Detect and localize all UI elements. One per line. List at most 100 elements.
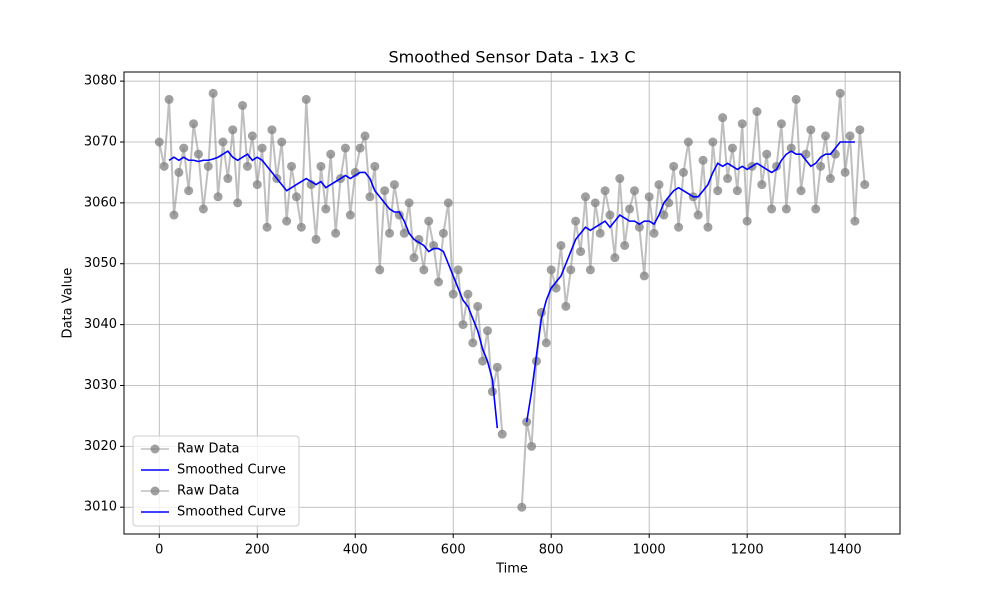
y-tick-label: 3050 bbox=[84, 256, 117, 271]
raw-point bbox=[458, 320, 468, 330]
x-tick-label: 1400 bbox=[829, 543, 862, 558]
raw-point bbox=[154, 137, 164, 147]
raw-point bbox=[840, 167, 850, 177]
legend-marker bbox=[150, 444, 160, 454]
raw-point bbox=[605, 210, 615, 220]
raw-point bbox=[580, 192, 590, 202]
raw-point bbox=[556, 240, 566, 250]
raw-point bbox=[434, 277, 444, 287]
raw-point bbox=[223, 174, 233, 184]
raw-point bbox=[639, 271, 649, 281]
raw-point bbox=[620, 240, 630, 250]
raw-point bbox=[595, 228, 605, 238]
raw-point bbox=[282, 216, 292, 226]
raw-point bbox=[796, 186, 806, 196]
raw-point bbox=[816, 161, 826, 171]
raw-point bbox=[674, 222, 684, 232]
legend-label: Smoothed Curve bbox=[177, 463, 286, 478]
raw-point bbox=[399, 228, 409, 238]
raw-point bbox=[566, 265, 576, 275]
raw-point bbox=[708, 137, 718, 147]
raw-point bbox=[492, 362, 502, 372]
raw-point bbox=[644, 192, 654, 202]
x-tick-label: 1000 bbox=[633, 543, 666, 558]
raw-point bbox=[164, 94, 174, 104]
raw-point bbox=[727, 143, 737, 153]
raw-point bbox=[752, 107, 762, 117]
smoothed-line bbox=[525, 141, 855, 423]
raw-point bbox=[438, 228, 448, 238]
raw-point bbox=[252, 180, 262, 190]
raw-point bbox=[531, 356, 541, 366]
x-axis-label: Time bbox=[495, 562, 528, 577]
raw-point bbox=[576, 247, 586, 257]
raw-point bbox=[184, 186, 194, 196]
raw-point bbox=[316, 161, 326, 171]
raw-point bbox=[463, 289, 473, 299]
raw-point bbox=[277, 137, 287, 147]
raw-point bbox=[179, 143, 189, 153]
raw-point bbox=[174, 167, 184, 177]
raw-point bbox=[355, 143, 365, 153]
raw-point bbox=[326, 149, 336, 159]
raw-point bbox=[698, 155, 708, 165]
raw-point bbox=[693, 210, 703, 220]
raw-point bbox=[541, 338, 551, 348]
raw-point bbox=[767, 204, 777, 214]
chart-title: Smoothed Sensor Data - 1x3 C bbox=[389, 48, 636, 67]
raw-point bbox=[806, 125, 816, 135]
y-tick-label: 3070 bbox=[84, 135, 117, 150]
raw-point bbox=[776, 119, 786, 129]
raw-point bbox=[669, 161, 679, 171]
raw-point bbox=[198, 204, 208, 214]
raw-point bbox=[850, 216, 860, 226]
raw-point bbox=[409, 253, 419, 263]
raw-point bbox=[615, 174, 625, 184]
raw-point bbox=[247, 131, 257, 141]
x-tick-label: 0 bbox=[155, 543, 163, 558]
raw-point bbox=[757, 180, 767, 190]
raw-point bbox=[718, 113, 728, 123]
raw-point bbox=[786, 143, 796, 153]
x-tick-label: 400 bbox=[343, 543, 368, 558]
raw-point bbox=[683, 137, 693, 147]
raw-point bbox=[203, 161, 213, 171]
raw-point bbox=[331, 228, 341, 238]
y-axis-label: Data Value bbox=[61, 268, 76, 339]
y-tick-label: 3040 bbox=[84, 317, 117, 332]
raw-point bbox=[629, 186, 639, 196]
raw-point bbox=[311, 234, 321, 244]
raw-point bbox=[585, 265, 595, 275]
raw-point bbox=[375, 265, 385, 275]
raw-point bbox=[625, 204, 635, 214]
plot-frame bbox=[123, 71, 901, 535]
raw-point bbox=[825, 174, 835, 184]
raw-point bbox=[845, 131, 855, 141]
raw-line bbox=[520, 93, 866, 508]
raw-point bbox=[193, 149, 203, 159]
y-tick-label: 3060 bbox=[84, 195, 117, 210]
raw-point bbox=[610, 253, 620, 263]
raw-point bbox=[762, 149, 772, 159]
raw-point bbox=[781, 204, 791, 214]
raw-point bbox=[404, 198, 414, 208]
raw-point bbox=[659, 210, 669, 220]
raw-point bbox=[301, 94, 311, 104]
raw-point bbox=[419, 265, 429, 275]
raw-point bbox=[257, 143, 267, 153]
raw-point bbox=[634, 222, 644, 232]
raw-point bbox=[517, 502, 527, 512]
raw-point bbox=[443, 198, 453, 208]
raw-point bbox=[571, 216, 581, 226]
raw-point bbox=[600, 186, 610, 196]
raw-point bbox=[213, 192, 223, 202]
raw-point bbox=[791, 94, 801, 104]
raw-point bbox=[228, 125, 238, 135]
raw-point bbox=[468, 338, 478, 348]
raw-point bbox=[742, 216, 752, 226]
x-tick-label: 200 bbox=[245, 543, 270, 558]
raw-point bbox=[262, 222, 272, 232]
raw-point bbox=[678, 167, 688, 177]
raw-point bbox=[527, 441, 537, 451]
raw-point bbox=[218, 137, 228, 147]
